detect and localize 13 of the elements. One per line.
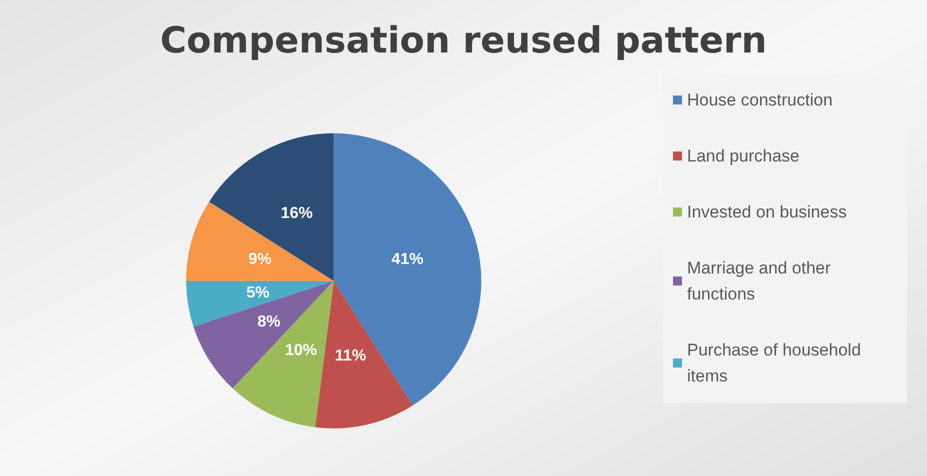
- data-label: 5%: [246, 284, 270, 302]
- data-label: 11%: [334, 347, 366, 364]
- legend-label: House construction: [687, 90, 833, 110]
- data-label: 10%: [285, 342, 318, 359]
- legend-label: Invested on business: [687, 202, 847, 222]
- data-label: 9%: [248, 250, 272, 268]
- data-label: 8%: [257, 313, 280, 330]
- chart-title: Compensation reused pattern: [160, 20, 767, 62]
- data-label: 16%: [280, 205, 313, 222]
- data-label: 41%: [391, 250, 424, 268]
- legend-label: Marriage and other functions: [687, 258, 836, 304]
- legend-label: Purchase of household items: [687, 340, 866, 386]
- legend-label: Land purchase: [687, 146, 800, 166]
